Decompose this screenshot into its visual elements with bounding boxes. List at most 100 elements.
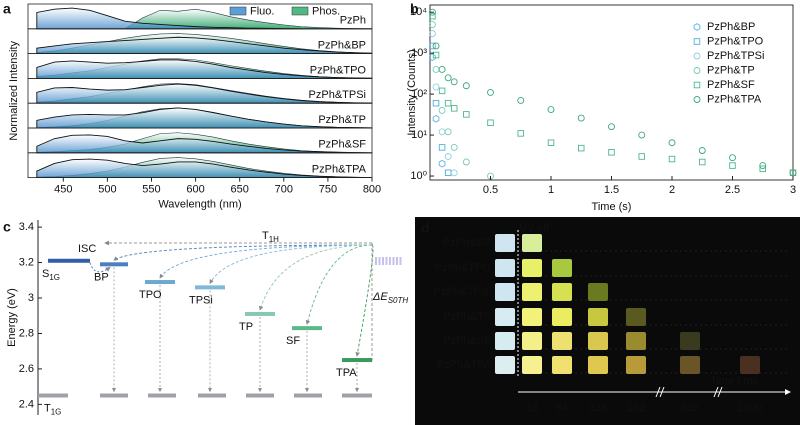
y-axis-label: Energy (eV) (6, 288, 18, 347)
panel-tag: a (3, 1, 11, 17)
x-tick-label: 650 (231, 184, 249, 196)
y-tick-label: 10³ (411, 47, 427, 59)
sample-label: PzPh&TP (443, 311, 491, 323)
sample-photo (552, 332, 572, 350)
sample-photo (495, 259, 515, 277)
point (517, 130, 525, 137)
row-label: PzPh&TPO (310, 64, 367, 76)
sample-label: PzPh&SF (443, 335, 491, 347)
level-label: TPSi (189, 294, 213, 306)
point (438, 159, 446, 168)
panel-tag: d (421, 220, 430, 236)
level-label-main: TPA (336, 367, 357, 379)
point (608, 149, 615, 156)
level-label-main: S (42, 268, 49, 280)
sample-photo (588, 332, 608, 350)
sample-photo (522, 356, 542, 374)
point (429, 53, 436, 61)
ground-level (100, 393, 128, 398)
delta-label-sub: S0TH (388, 296, 409, 305)
point (547, 106, 555, 114)
t1h-label-main: T (262, 230, 269, 242)
ground-label-sub: 1G (51, 408, 62, 417)
point (450, 143, 458, 151)
sample-photo (680, 332, 700, 350)
point (432, 99, 440, 107)
energy-level (145, 280, 175, 285)
point (429, 42, 436, 50)
point (462, 82, 470, 90)
x-tick-label: 0.5 (483, 184, 498, 196)
fluo-area (36, 83, 373, 104)
legend-label: PzPh&TPO (707, 35, 764, 47)
y-tick-label: 10² (411, 88, 427, 100)
time-label: 512 (681, 402, 699, 414)
legend-swatch (229, 6, 247, 16)
delta-label-main: ΔE (372, 291, 388, 303)
point (463, 111, 470, 118)
point (577, 114, 585, 122)
row-frame (27, 152, 373, 179)
panel-tag: c (3, 219, 11, 235)
y-tick-label: 2.4 (19, 398, 34, 410)
x-tick-label: 3 (790, 184, 796, 196)
sample-photo (552, 259, 572, 277)
point (729, 154, 736, 162)
t1h-label: T1H (262, 230, 279, 244)
sample-photo (588, 283, 608, 301)
legend-swatch (291, 6, 309, 16)
legend-marker (693, 38, 701, 45)
energy-level (100, 262, 128, 267)
fluo-area (36, 36, 373, 55)
level-label: S1G (42, 268, 60, 282)
level-label: TPO (139, 289, 162, 301)
point (638, 131, 646, 139)
transfer-arrow (159, 244, 373, 279)
time-axis-label: Time / ms (710, 375, 758, 387)
y-tick-label: 10¹ (411, 129, 427, 141)
energy-level (195, 285, 225, 290)
sample-photo (552, 283, 572, 301)
legend-label: Phos. (312, 5, 340, 17)
row-label: PzPh&TP (318, 114, 366, 126)
sample-photo (495, 283, 515, 301)
level-label-main: TPO (139, 289, 162, 301)
point (432, 114, 440, 123)
point (438, 144, 446, 151)
sample-photo (495, 308, 515, 326)
x-tick-label: 800 (363, 184, 381, 196)
legend-label: PzPh&BP (707, 21, 755, 33)
sample-photo (740, 356, 760, 374)
point (444, 169, 452, 177)
point (759, 162, 767, 170)
point (429, 12, 436, 20)
ground-label-main: T (44, 402, 51, 414)
point (432, 42, 440, 50)
level-label: SF (286, 335, 300, 347)
point (438, 66, 446, 73)
y-tick-label: 10⁴ (410, 6, 427, 18)
level-label: TPA (336, 367, 357, 379)
y-tick-label: 2.6 (19, 363, 34, 375)
ground-level (294, 393, 322, 398)
fluo-area (36, 158, 373, 179)
time-label: 16 (526, 402, 538, 414)
sample-photo (522, 283, 542, 301)
point (432, 83, 440, 91)
ground-level (148, 393, 176, 398)
row-label: PzPh&TPA (312, 164, 367, 176)
isc-label: ISC (78, 243, 96, 255)
y-axis-label: Intensity (Counts) (406, 49, 418, 135)
point (438, 128, 446, 136)
point (432, 51, 440, 59)
level-label-main: SF (286, 335, 300, 347)
legend-marker (693, 52, 701, 60)
ground-level (198, 393, 226, 398)
transfer-arrow (209, 244, 373, 285)
sample-photo (588, 356, 608, 374)
point (578, 144, 585, 152)
row-label: PzPh&TPSi (309, 89, 366, 101)
x-tick-label: 450 (54, 184, 72, 196)
point (699, 158, 706, 166)
legend-marker (693, 67, 701, 74)
